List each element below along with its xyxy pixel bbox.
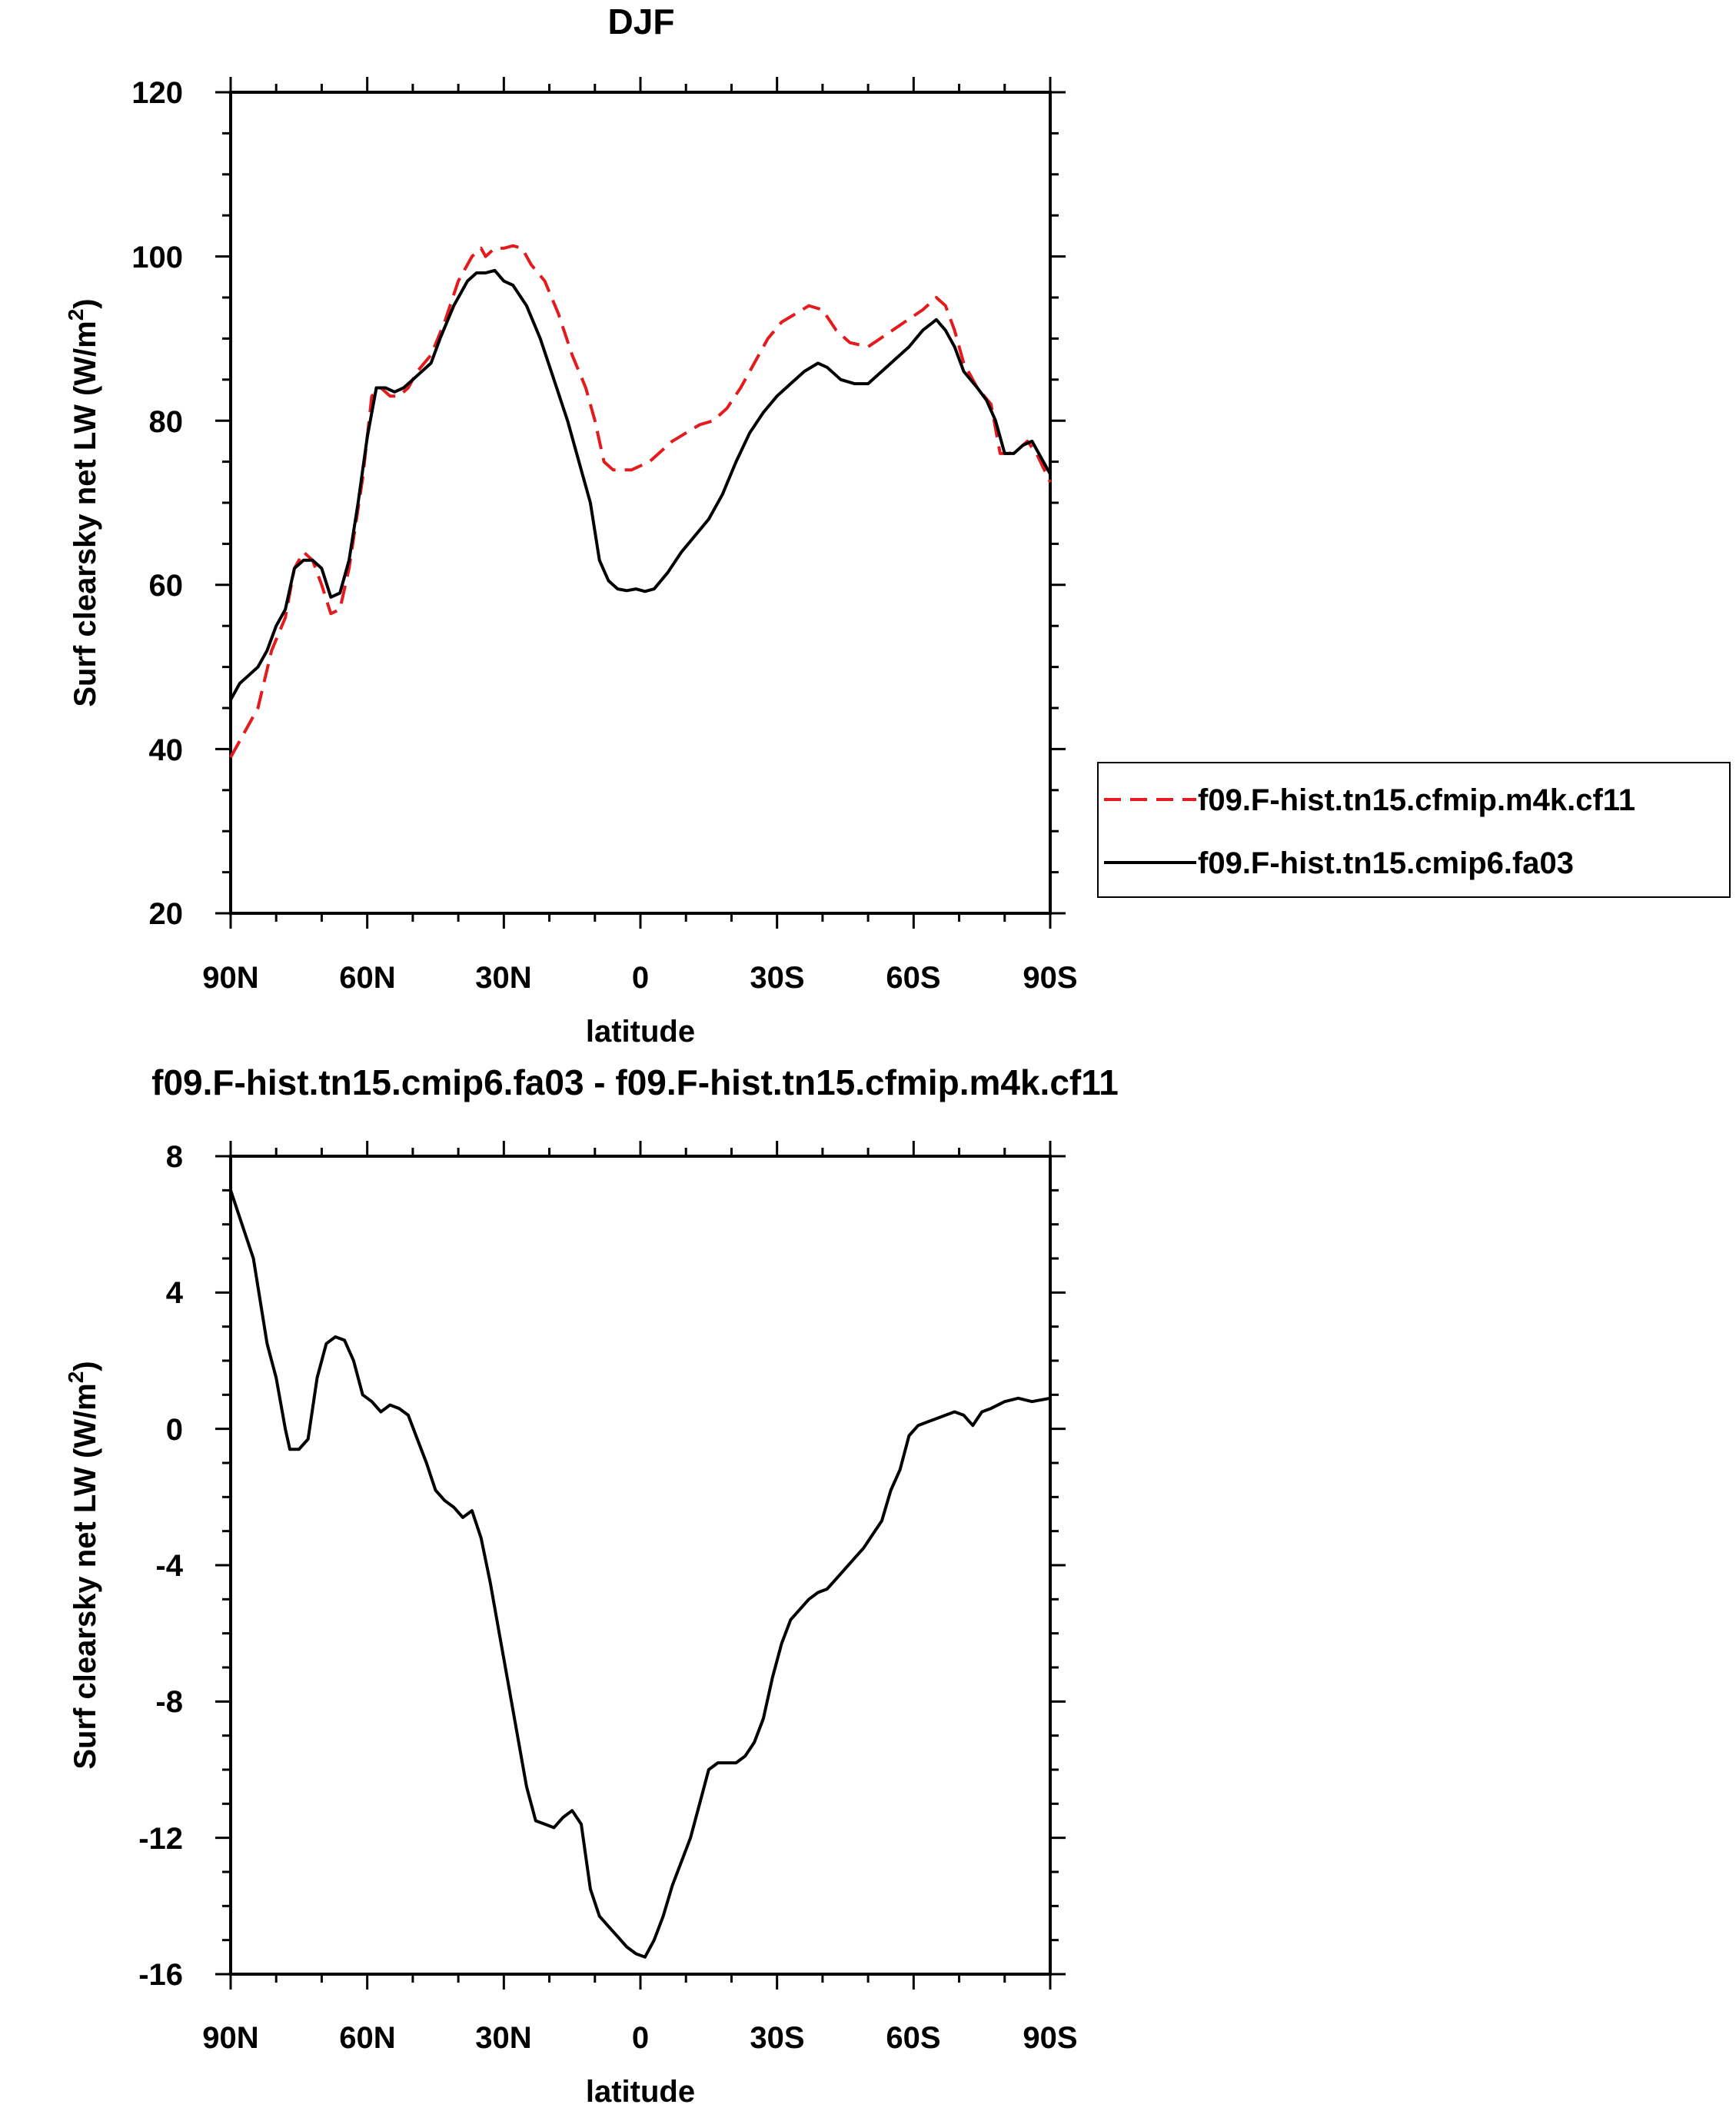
top-x-tick-label: 0 xyxy=(632,961,649,995)
top-series xyxy=(229,244,1052,759)
top-y-tick-label: 60 xyxy=(149,569,184,603)
legend-box xyxy=(1097,762,1731,898)
top-y-tick-label: 120 xyxy=(131,76,183,110)
bottom-series xyxy=(229,1189,1051,1959)
bottom-x-tick-label: 90N xyxy=(202,2021,258,2055)
top-title: DJF xyxy=(608,2,675,42)
series-line-difference xyxy=(229,1189,1051,1959)
bottom-x-axis-label: latitude xyxy=(586,2075,695,2109)
top-y-tick-labels: 20 40 60 80 100 120 xyxy=(131,76,183,931)
bottom-y-tick-label: -12 xyxy=(138,1822,183,1856)
bottom-y-axis-label-close: ) xyxy=(68,1361,102,1371)
bottom-plot-frame xyxy=(229,1155,1052,1976)
bottom-x-tick-labels: 90N 60N 30N 0 30S 60S 90S xyxy=(202,2021,1077,2055)
bottom-x-tick-label: 30S xyxy=(750,2021,804,2055)
bottom-y-axis-label: Surf clearsky net LW (W/m2) xyxy=(64,1361,102,1769)
legend-label-fa03: f09.F-hist.tn15.cmip6.fa03 xyxy=(1198,846,1574,880)
top-x-tick-labels: 90N 60N 30N 0 30S 60S 90S xyxy=(202,961,1077,995)
bottom-x-tick-label: 0 xyxy=(632,2021,649,2055)
top-y-axis-label: Surf clearsky net LW (W/m2) xyxy=(64,298,102,706)
top-y-tick-label: 80 xyxy=(149,405,184,439)
top-y-axis-label-close: ) xyxy=(68,298,102,308)
bottom-x-tick-label: 60N xyxy=(339,2021,395,2055)
top-y-tick-label: 20 xyxy=(149,897,184,931)
top-y-tick-label: 100 xyxy=(131,241,183,274)
top-x-axis-label: latitude xyxy=(586,1015,695,1049)
bottom-panel: f09.F-hist.tn15.cmip6.fa03 - f09.F-hist.… xyxy=(64,1062,1119,2109)
bottom-x-tick-label: 60S xyxy=(886,2021,940,2055)
bottom-x-tick-label: 90S xyxy=(1023,2021,1077,2055)
bottom-y-tick-label: 8 xyxy=(166,1140,183,1174)
top-x-tick-label: 30N xyxy=(475,961,531,995)
bottom-y-tick-label: -16 xyxy=(138,1958,183,1992)
top-x-tick-label: 60S xyxy=(886,961,940,995)
bottom-y-tick-label: -8 xyxy=(155,1685,183,1719)
top-y-axis-label-main: Surf clearsky net LW (W/m xyxy=(68,321,102,706)
top-x-tick-label: 60N xyxy=(339,961,395,995)
bottom-y-tick-labels: -16 -12 -8 -4 0 4 8 xyxy=(138,1140,184,1992)
series-line-f09.F-hist.tn15.cmip6.fa03 xyxy=(229,268,1052,701)
legend-label-m4k: f09.F-hist.tn15.cfmip.m4k.cf11 xyxy=(1198,783,1635,817)
bottom-y-tick-label: -4 xyxy=(155,1549,183,1583)
top-x-tick-label: 90N xyxy=(202,961,258,995)
series-line-f09.F-hist.tn15.cfmip.m4k.cf11 xyxy=(229,244,1052,759)
bottom-ticks xyxy=(215,1141,1066,1990)
top-plot-frame xyxy=(229,91,1052,915)
top-y-tick-label: 40 xyxy=(149,733,184,767)
bottom-y-axis-label-sup: 2 xyxy=(64,1371,88,1384)
top-ticks xyxy=(215,77,1066,929)
top-panel: DJF 20 40 60 80 100 120 90N 60N 30N 0 30… xyxy=(64,2,1731,1049)
top-x-tick-label: 30S xyxy=(750,961,804,995)
legend: f09.F-hist.tn15.cfmip.m4k.cf11 f09.F-his… xyxy=(1097,762,1731,898)
bottom-title: f09.F-hist.tn15.cmip6.fa03 - f09.F-hist.… xyxy=(151,1062,1119,1102)
top-x-tick-label: 90S xyxy=(1023,961,1077,995)
top-y-axis-label-sup: 2 xyxy=(64,309,88,321)
bottom-y-tick-label: 4 xyxy=(166,1276,184,1310)
bottom-y-axis-label-main: Surf clearsky net LW (W/m xyxy=(68,1383,102,1769)
bottom-x-tick-label: 30N xyxy=(475,2021,531,2055)
bottom-y-tick-label: 0 xyxy=(166,1413,183,1447)
